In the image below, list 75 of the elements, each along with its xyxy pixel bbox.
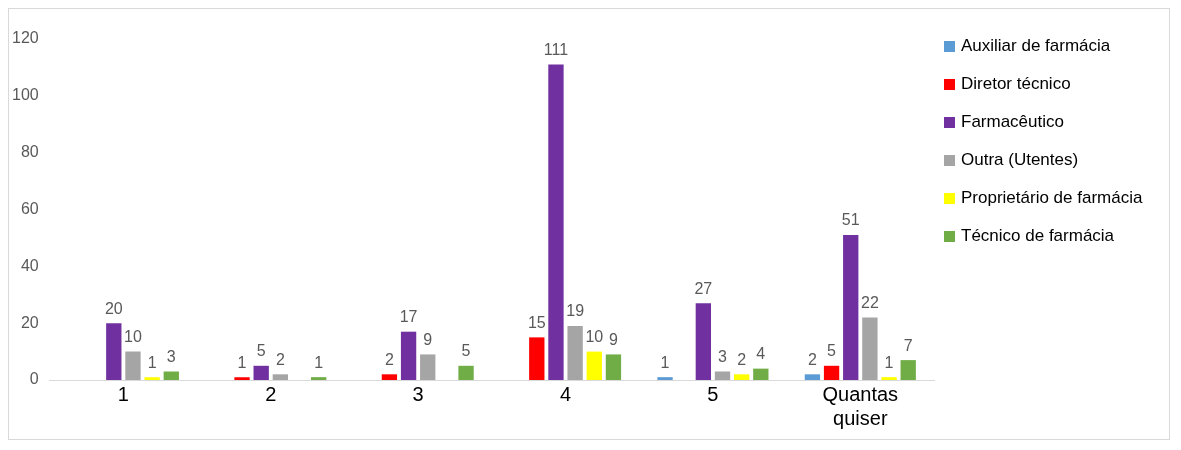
data-label: 17 — [399, 308, 418, 326]
bar — [586, 351, 602, 380]
x-tick-label: 2 — [265, 382, 277, 405]
x-tick-label: 5 — [707, 382, 719, 405]
data-label: 1 — [884, 353, 894, 371]
bar — [234, 377, 250, 380]
legend-label: Proprietário de farmácia — [961, 187, 1144, 209]
legend-label: Técnico de farmácia — [961, 225, 1116, 247]
bar — [400, 331, 417, 380]
data-label: 10 — [585, 327, 604, 345]
bar — [567, 326, 583, 380]
data-label: 5 — [461, 342, 471, 360]
bar — [823, 365, 840, 380]
bar — [695, 303, 712, 380]
y-tick-label: 60 — [20, 199, 39, 217]
legend-label: Diretor técnico — [961, 73, 1072, 95]
bar — [881, 377, 897, 380]
y-tick-label: 100 — [11, 86, 39, 104]
bar — [420, 354, 436, 380]
data-label: 9 — [608, 330, 618, 348]
y-tick-label: 40 — [20, 256, 39, 274]
y-tick-label: 120 — [11, 29, 39, 47]
y-tick-label: 80 — [20, 143, 39, 161]
bar — [804, 374, 821, 380]
x-tick-label: Quantas quiser — [822, 382, 899, 429]
bar — [714, 371, 731, 380]
data-label: 27 — [694, 279, 713, 297]
data-label: 9 — [423, 330, 433, 348]
x-tick-label: 1 — [117, 382, 129, 405]
data-label: 5 — [256, 342, 266, 360]
bar — [862, 317, 878, 380]
bar — [843, 235, 859, 380]
data-label: 1 — [314, 353, 324, 371]
bar — [734, 374, 750, 380]
data-label: 2 — [275, 350, 285, 368]
data-label: 20 — [104, 299, 123, 317]
legend-label: Farmacêutico — [961, 111, 1065, 133]
bar — [125, 351, 141, 380]
data-label: 2 — [737, 350, 747, 368]
data-label: 2 — [384, 350, 394, 368]
bar — [900, 360, 916, 380]
data-label: 3 — [718, 347, 728, 365]
data-label: 22 — [860, 293, 879, 311]
data-label: 1 — [660, 353, 670, 371]
bar — [144, 377, 160, 380]
bar — [106, 323, 122, 380]
bar — [272, 374, 289, 380]
data-label: 3 — [166, 347, 176, 365]
data-label: 1 — [237, 353, 247, 371]
bar — [163, 371, 179, 380]
data-label: 111 — [543, 40, 569, 58]
bar — [529, 337, 545, 380]
bar — [753, 368, 769, 380]
data-label: 15 — [527, 313, 546, 331]
bar — [548, 64, 564, 380]
x-tick-label: 3 — [412, 382, 424, 405]
bar — [605, 354, 622, 380]
data-label: 4 — [756, 345, 766, 363]
data-label: 19 — [566, 302, 585, 320]
bar — [657, 377, 673, 380]
bar — [458, 365, 474, 380]
x-tick-label: 4 — [559, 382, 572, 405]
bar — [253, 365, 269, 380]
data-label: 51 — [841, 211, 860, 229]
legend-label: Outra (Utentes) — [961, 149, 1080, 171]
bar — [311, 377, 327, 380]
data-label: 5 — [827, 342, 837, 360]
data-label: 10 — [124, 327, 142, 345]
y-tick-label: 0 — [29, 370, 39, 388]
legend-label: Auxiliar de farmácia — [961, 35, 1112, 57]
bar — [381, 374, 398, 380]
data-label: 2 — [807, 350, 817, 368]
data-label: 7 — [903, 336, 913, 354]
data-label: 1 — [147, 353, 157, 371]
y-tick-label: 20 — [20, 313, 39, 331]
